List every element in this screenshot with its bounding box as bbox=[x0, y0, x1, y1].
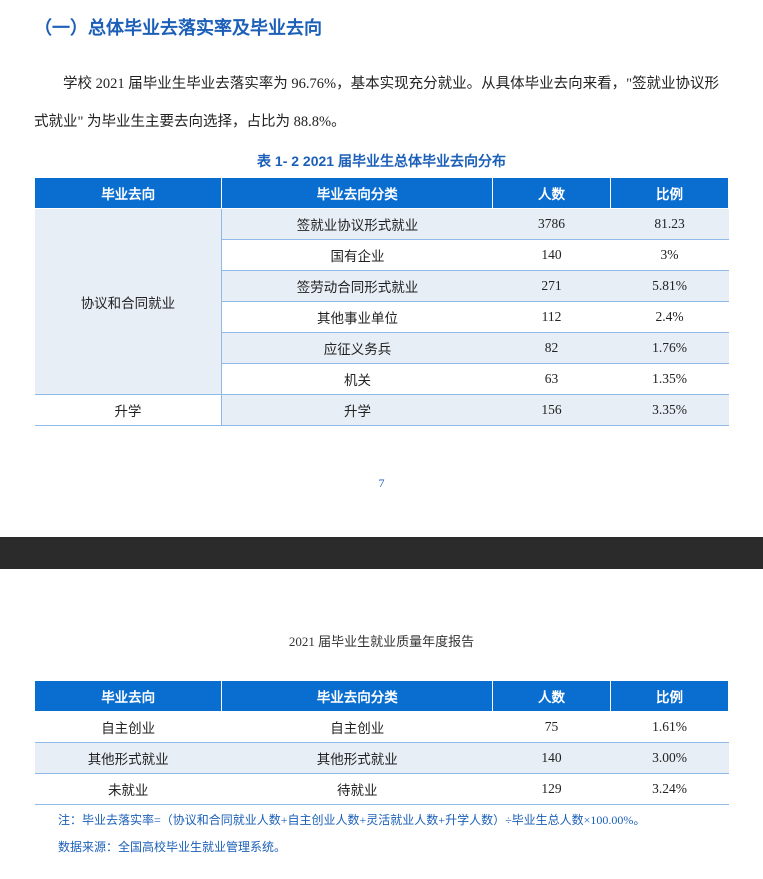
table-row: 未就业 待就业 129 3.24% bbox=[35, 774, 729, 805]
th-category: 毕业去向分类 bbox=[222, 681, 493, 712]
cell-cat: 签就业协议形式就业 bbox=[222, 209, 493, 240]
cell-cat: 机关 bbox=[222, 364, 493, 395]
th-count: 人数 bbox=[493, 681, 611, 712]
cell-cat: 签劳动合同形式就业 bbox=[222, 271, 493, 302]
cell-count: 3786 bbox=[493, 209, 611, 240]
cell-count: 112 bbox=[493, 302, 611, 333]
cell-cat: 应征义务兵 bbox=[222, 333, 493, 364]
cell-count: 156 bbox=[493, 395, 611, 426]
cell-count: 271 bbox=[493, 271, 611, 302]
cell-pct: 2.4% bbox=[611, 302, 729, 333]
th-count: 人数 bbox=[493, 178, 611, 209]
cell-count: 63 bbox=[493, 364, 611, 395]
cell-count: 140 bbox=[493, 240, 611, 271]
cell-count: 140 bbox=[493, 743, 611, 774]
page-1: （一）总体毕业去落实率及毕业去向 学校 2021 届毕业生毕业去落实率为 96.… bbox=[0, 0, 763, 531]
cell-pct: 5.81% bbox=[611, 271, 729, 302]
th-percent: 比例 bbox=[611, 681, 729, 712]
section-paragraph: 学校 2021 届毕业生毕业去落实率为 96.76%，基本实现充分就业。从具体毕… bbox=[34, 66, 729, 141]
table-row: 协议和合同就业 签就业协议形式就业 3786 81.23 bbox=[35, 209, 729, 240]
page-2: 2021 届毕业生就业质量年度报告 毕业去向 毕业去向分类 人数 比例 自主创业… bbox=[0, 575, 763, 879]
cell-pct: 3.24% bbox=[611, 774, 729, 805]
th-destination: 毕业去向 bbox=[35, 178, 222, 209]
cell-pct: 1.35% bbox=[611, 364, 729, 395]
cell-dest: 未就业 bbox=[35, 774, 222, 805]
table-row: 升学 升学 156 3.35% bbox=[35, 395, 729, 426]
cell-pct: 1.76% bbox=[611, 333, 729, 364]
cell-count: 82 bbox=[493, 333, 611, 364]
distribution-table-2: 毕业去向 毕业去向分类 人数 比例 自主创业 自主创业 75 1.61% 其他形… bbox=[34, 680, 729, 805]
group-label-agreement: 协议和合同就业 bbox=[35, 209, 222, 395]
page-number: 7 bbox=[34, 476, 729, 511]
th-destination: 毕业去向 bbox=[35, 681, 222, 712]
th-category: 毕业去向分类 bbox=[222, 178, 493, 209]
footnote-source: 数据来源：全国高校毕业生就业管理系统。 bbox=[34, 836, 729, 859]
cell-pct: 81.23 bbox=[611, 209, 729, 240]
cell-count: 75 bbox=[493, 712, 611, 743]
cell-cat: 国有企业 bbox=[222, 240, 493, 271]
cell-cat: 其他事业单位 bbox=[222, 302, 493, 333]
group-label-further-study: 升学 bbox=[35, 395, 222, 426]
cell-pct: 1.61% bbox=[611, 712, 729, 743]
cell-pct: 3% bbox=[611, 240, 729, 271]
footnote-formula: 注：毕业去落实率=（协议和合同就业人数+自主创业人数+灵活就业人数+升学人数）÷… bbox=[34, 809, 729, 832]
table-row: 自主创业 自主创业 75 1.61% bbox=[35, 712, 729, 743]
cell-cat: 升学 bbox=[222, 395, 493, 426]
table-header-row: 毕业去向 毕业去向分类 人数 比例 bbox=[35, 178, 729, 209]
page-break bbox=[0, 537, 763, 569]
section-title: （一）总体毕业去落实率及毕业去向 bbox=[34, 14, 729, 40]
cell-dest: 其他形式就业 bbox=[35, 743, 222, 774]
table-header-row: 毕业去向 毕业去向分类 人数 比例 bbox=[35, 681, 729, 712]
cell-pct: 3.00% bbox=[611, 743, 729, 774]
cell-count: 129 bbox=[493, 774, 611, 805]
table-caption: 表 1- 2 2021 届毕业生总体毕业去向分布 bbox=[34, 151, 729, 171]
cell-cat: 待就业 bbox=[222, 774, 493, 805]
distribution-table-1: 毕业去向 毕业去向分类 人数 比例 协议和合同就业 签就业协议形式就业 3786… bbox=[34, 177, 729, 426]
table-row: 其他形式就业 其他形式就业 140 3.00% bbox=[35, 743, 729, 774]
cell-cat: 自主创业 bbox=[222, 712, 493, 743]
cell-pct: 3.35% bbox=[611, 395, 729, 426]
page-2-header: 2021 届毕业生就业质量年度报告 bbox=[34, 575, 729, 680]
cell-dest: 自主创业 bbox=[35, 712, 222, 743]
cell-cat: 其他形式就业 bbox=[222, 743, 493, 774]
th-percent: 比例 bbox=[611, 178, 729, 209]
